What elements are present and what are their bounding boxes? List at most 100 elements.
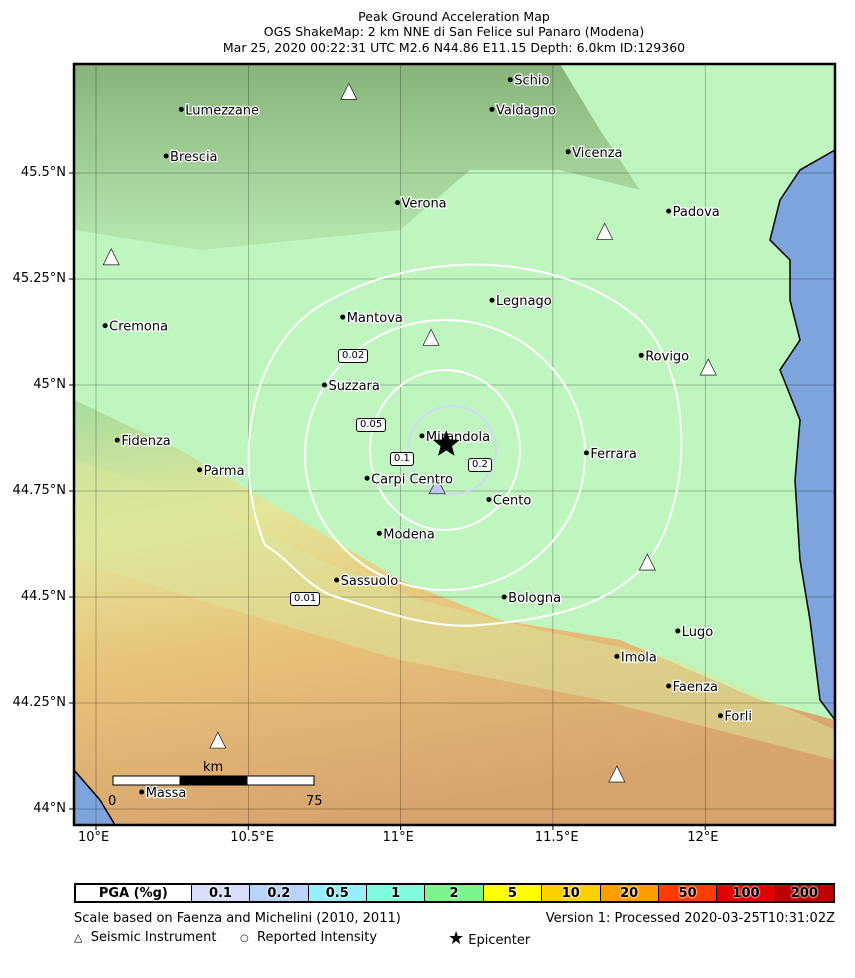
contour-label: 0.01: [290, 592, 321, 606]
lat-tick-label: 45.5°N: [20, 165, 66, 180]
lat-tick-label: 44.5°N: [20, 589, 66, 604]
lat-tick-label: 44.75°N: [12, 483, 66, 498]
map-title: Peak Ground Acceleration Map: [358, 9, 550, 24]
legend-bin: 10: [541, 885, 600, 901]
seismic-station-triangle-icon: [608, 765, 626, 783]
legend-bin: 5: [482, 885, 542, 901]
scalebar-unit: km: [203, 760, 224, 775]
scale-note: Scale based on Faenza and Michelini (201…: [74, 911, 401, 926]
contour-0.02: [304, 319, 586, 591]
legend-title: PGA (%g): [76, 885, 191, 901]
city-label: Modena: [383, 527, 435, 542]
city-dot: [163, 153, 169, 159]
city-label: Legnago: [496, 294, 552, 309]
seismic-station-triangle-icon: [638, 553, 656, 571]
legend-bin: 50: [657, 885, 717, 901]
contour-0.01: [247, 263, 683, 627]
city-dot: [507, 77, 513, 83]
legend-bin: 100: [716, 885, 775, 901]
contour-0.05: [369, 369, 521, 531]
city-dot: [666, 683, 672, 689]
lon-tick-label: 10.5°E: [230, 830, 274, 845]
pga-contours: [247, 263, 683, 627]
city-label: Brescia: [170, 150, 217, 165]
city-label: Carpi Centro: [371, 472, 453, 487]
map-subtitle: OGS ShakeMap: 2 km NNE di San Felice sul…: [263, 24, 645, 39]
city-label: Padova: [673, 205, 720, 220]
legend-bin: 2: [424, 885, 483, 901]
legend-bin: 200: [774, 885, 834, 901]
city-label: Parma: [204, 464, 245, 479]
city-dot: [486, 496, 492, 502]
city-dot: [717, 713, 723, 719]
map-frame: [72, 62, 837, 827]
city-label: Faenza: [673, 680, 718, 695]
city-label: Fidenza: [121, 434, 170, 449]
city-label: Mantova: [347, 311, 403, 326]
ligurian-sea: [74, 768, 116, 825]
lon-tick-label: 11°E: [382, 830, 414, 845]
key-epicenter: ★ Epicenter: [448, 928, 530, 949]
city-label: Mirandola: [426, 430, 490, 445]
seismic-station-triangle-icon: [340, 82, 358, 100]
triangle-icon: △: [74, 931, 83, 944]
city-label: Cento: [493, 493, 531, 508]
star-icon: ★: [448, 928, 465, 949]
key-epicenter-label: Epicenter: [468, 933, 531, 948]
scalebar-min: 0: [108, 794, 117, 809]
city-dot: [340, 314, 346, 320]
city-label: Schio: [514, 74, 549, 89]
contour-label: 0.05: [356, 418, 387, 432]
city-dot: [489, 297, 495, 303]
city-label: Bologna: [508, 591, 561, 606]
seismic-station-triangle-icon: [699, 358, 717, 376]
city-label: Sassuolo: [341, 574, 399, 589]
city-dot: [395, 200, 401, 206]
city-dot: [334, 577, 340, 583]
city-label: Cremona: [109, 320, 168, 335]
city-dot: [675, 628, 681, 634]
lat-tick-label: 45°N: [33, 377, 66, 392]
city-label: Ferrara: [590, 447, 637, 462]
legend-bin: 0.1: [190, 885, 250, 901]
scale-bar: [112, 775, 315, 786]
contour-label: 0.02: [338, 349, 369, 363]
city-dot: [583, 450, 589, 456]
contour-label: 0.1: [390, 452, 414, 466]
city-dot: [419, 433, 425, 439]
legend-bin: 0.5: [307, 885, 366, 901]
city-label: Lumezzane: [185, 103, 259, 118]
contour-0.1: [407, 405, 497, 495]
legend-bin: 1: [365, 885, 425, 901]
legend-bin: 20: [599, 885, 658, 901]
city-dot: [638, 352, 644, 358]
city-label: Verona: [402, 197, 447, 212]
city-label: Imola: [621, 650, 657, 665]
seismic-station-triangle-icon: [102, 247, 120, 266]
city-dot: [197, 467, 203, 473]
foothills: [74, 460, 835, 760]
adriatic-sea: [769, 149, 835, 722]
city-dot: [489, 106, 495, 112]
city-dot: [321, 382, 327, 388]
city-dot: [364, 475, 370, 481]
scalebar-max: 75: [306, 794, 323, 809]
seismic-station-triangle-icon: [428, 476, 446, 495]
city-dot: [139, 789, 145, 795]
city-label: Suzzara: [328, 379, 379, 394]
lat-tick-label: 44.25°N: [12, 695, 66, 710]
city-dot: [614, 653, 620, 659]
city-label: Rovigo: [645, 349, 689, 364]
city-label: Forli: [724, 710, 752, 725]
legend-bin: 0.2: [249, 885, 308, 901]
city-dot: [376, 530, 382, 536]
key-intensity-label: Reported Intensity: [257, 930, 378, 945]
version-info: Version 1: Processed 2020-03-25T10:31:02…: [545, 911, 835, 926]
city-label: Vicenza: [572, 146, 622, 161]
lat-tick-label: 45.25°N: [12, 271, 66, 286]
city-dot: [178, 106, 184, 112]
lon-tick-label: 11.5°E: [534, 830, 579, 845]
city-dot: [501, 594, 507, 600]
city-label: Valdagno: [496, 103, 556, 118]
